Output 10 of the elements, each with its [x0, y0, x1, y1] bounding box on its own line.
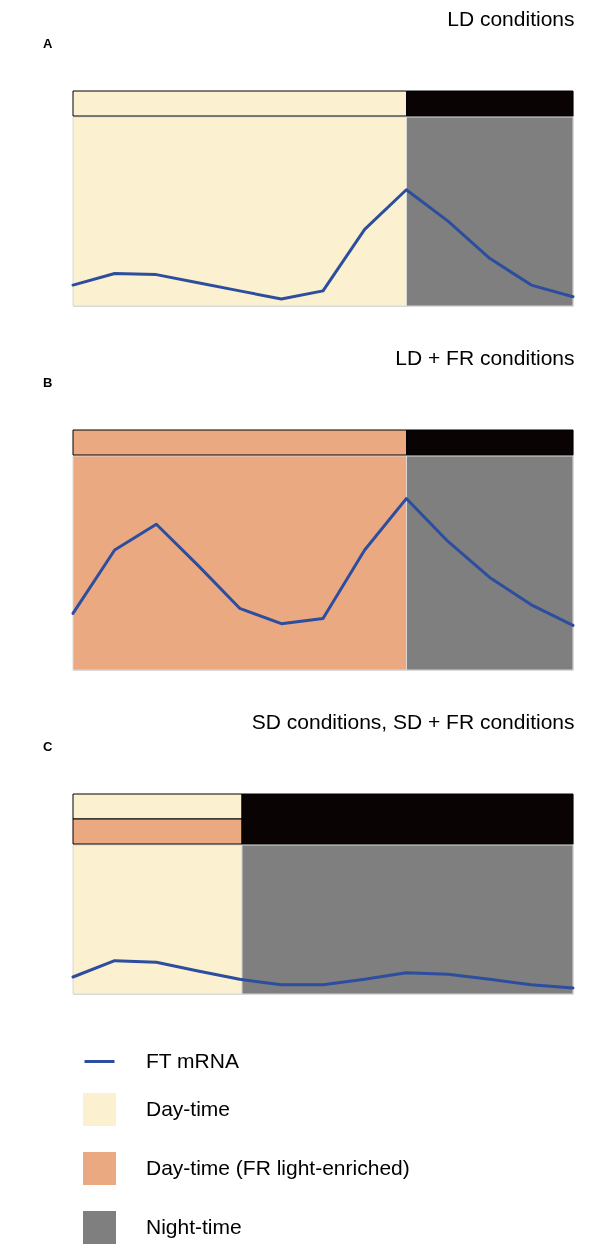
text: C: [43, 739, 53, 754]
chart-title: LD + FR conditions: [395, 346, 575, 369]
legend-label: FT mRNA: [146, 1048, 239, 1072]
chart-title: LD conditions: [447, 7, 575, 30]
text: B: [43, 375, 53, 390]
text: Day-time (FR light-enriched): [146, 1155, 410, 1179]
chart-title: SD conditions, SD + FR conditions: [251, 710, 575, 733]
text: A: [43, 36, 53, 51]
text: Day-time: [146, 1096, 231, 1120]
text: Night-time: [146, 1214, 242, 1238]
